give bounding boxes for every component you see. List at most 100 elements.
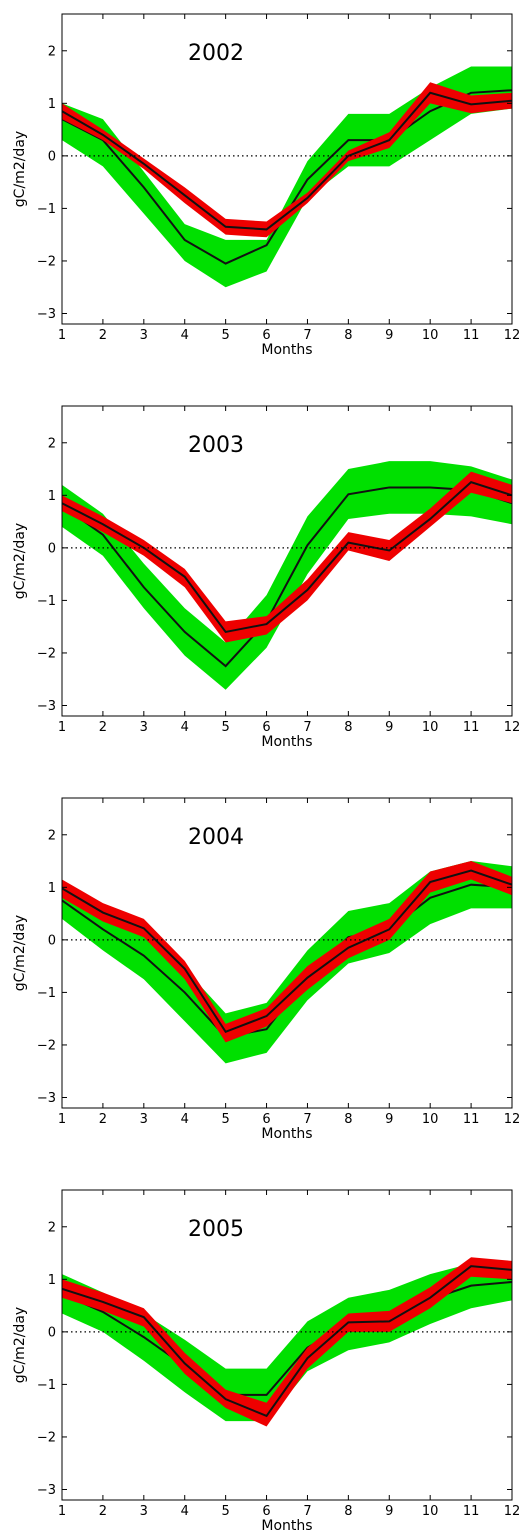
x-tick-label: 7	[303, 720, 311, 735]
x-tick-label: 5	[221, 1504, 229, 1519]
y-axis-label: gC/m2/day	[12, 1307, 28, 1383]
y-tick-label: 1	[48, 881, 56, 896]
line-series-3	[62, 481, 512, 634]
band-series-2	[62, 861, 512, 1043]
x-tick-label: 9	[385, 328, 393, 343]
y-tick-label: 0	[48, 1325, 56, 1340]
plot-area	[62, 861, 512, 1064]
y-tick-label: 2	[48, 44, 56, 59]
y-tick-label: −2	[37, 254, 56, 269]
axes-frame	[61, 1189, 513, 1501]
y-tick-label: −1	[37, 1378, 56, 1393]
plot-area	[62, 1257, 512, 1427]
y-tick-label: 0	[48, 933, 56, 948]
plot-area	[62, 66, 512, 288]
line-series-1	[62, 486, 512, 668]
panel-title: 2002	[188, 41, 244, 66]
x-tick-label: 11	[463, 1112, 480, 1127]
x-tick-label: 7	[303, 1112, 311, 1127]
x-tick-label: 12	[504, 328, 521, 343]
x-tick-label: 4	[181, 328, 189, 343]
x-tick-label: 5	[221, 328, 229, 343]
x-tick-label: 11	[463, 328, 480, 343]
x-tick-label: 2	[99, 328, 107, 343]
x-tick-label: 9	[385, 720, 393, 735]
band-series-0	[62, 1263, 512, 1422]
x-tick-label: 4	[181, 1504, 189, 1519]
y-tick-label: 1	[48, 97, 56, 112]
y-tick-label: −3	[37, 307, 56, 322]
band-series-0	[62, 461, 512, 690]
x-tick-label: 8	[344, 1112, 352, 1127]
y-tick-label: −2	[37, 1430, 56, 1445]
y-tick-label: 0	[48, 149, 56, 164]
axes-frame	[61, 405, 513, 717]
y-tick-label: −3	[37, 1091, 56, 1106]
x-tick-label: 12	[504, 720, 521, 735]
band-series-2	[62, 471, 512, 643]
y-axis-label: gC/m2/day	[12, 131, 28, 207]
band-series-0	[62, 861, 512, 1064]
x-tick-label: 3	[140, 1112, 148, 1127]
y-tick-label: 1	[48, 489, 56, 504]
y-tick-label: −1	[37, 986, 56, 1001]
y-tick-label: −2	[37, 646, 56, 661]
y-tick-label: 2	[48, 436, 56, 451]
x-tick-label: 3	[140, 720, 148, 735]
x-axis-label: Months	[261, 734, 312, 750]
panel-title: 2005	[188, 1217, 244, 1242]
x-tick-label: 6	[262, 328, 270, 343]
band-series-2	[62, 82, 512, 238]
x-tick-label: 7	[303, 328, 311, 343]
y-tick-label: 2	[48, 828, 56, 843]
x-tick-label: 8	[344, 1504, 352, 1519]
x-axis-label: Months	[261, 342, 312, 358]
x-tick-label: 11	[463, 1504, 480, 1519]
x-tick-label: 8	[344, 720, 352, 735]
y-axis-label: gC/m2/day	[12, 915, 28, 991]
x-tick-label: 7	[303, 1504, 311, 1519]
line-series-3	[62, 1265, 512, 1418]
x-tick-label: 4	[181, 720, 189, 735]
x-tick-label: 6	[262, 720, 270, 735]
x-tick-label: 2	[99, 720, 107, 735]
y-tick-label: −2	[37, 1038, 56, 1053]
x-tick-label: 10	[422, 1504, 439, 1519]
y-tick-label: −3	[37, 1483, 56, 1498]
x-tick-label: 1	[58, 1112, 66, 1127]
x-tick-label: 1	[58, 328, 66, 343]
x-tick-label: 5	[221, 720, 229, 735]
x-tick-label: 6	[262, 1112, 270, 1127]
x-tick-label: 11	[463, 720, 480, 735]
y-tick-label: −1	[37, 594, 56, 609]
y-axis-label: gC/m2/day	[12, 523, 28, 599]
panel-title: 2004	[188, 825, 244, 850]
x-tick-label: 5	[221, 1112, 229, 1127]
y-tick-label: 2	[48, 1220, 56, 1235]
line-series-3	[62, 91, 512, 231]
band-series-2	[62, 1257, 512, 1427]
x-tick-label: 9	[385, 1504, 393, 1519]
y-tick-label: −3	[37, 699, 56, 714]
x-tick-label: 10	[422, 328, 439, 343]
x-tick-label: 8	[344, 328, 352, 343]
x-axis-label: Months	[261, 1126, 312, 1142]
x-tick-label: 12	[504, 1112, 521, 1127]
x-tick-label: 4	[181, 1112, 189, 1127]
x-tick-label: 2	[99, 1504, 107, 1519]
x-tick-label: 10	[422, 1112, 439, 1127]
plot-area	[62, 461, 512, 690]
x-tick-label: 1	[58, 1504, 66, 1519]
x-tick-label: 6	[262, 1504, 270, 1519]
x-tick-label: 3	[140, 328, 148, 343]
axes-frame	[61, 797, 513, 1109]
y-tick-label: −1	[37, 202, 56, 217]
x-tick-label: 2	[99, 1112, 107, 1127]
panel-title: 2003	[188, 433, 244, 458]
y-tick-label: 0	[48, 541, 56, 556]
